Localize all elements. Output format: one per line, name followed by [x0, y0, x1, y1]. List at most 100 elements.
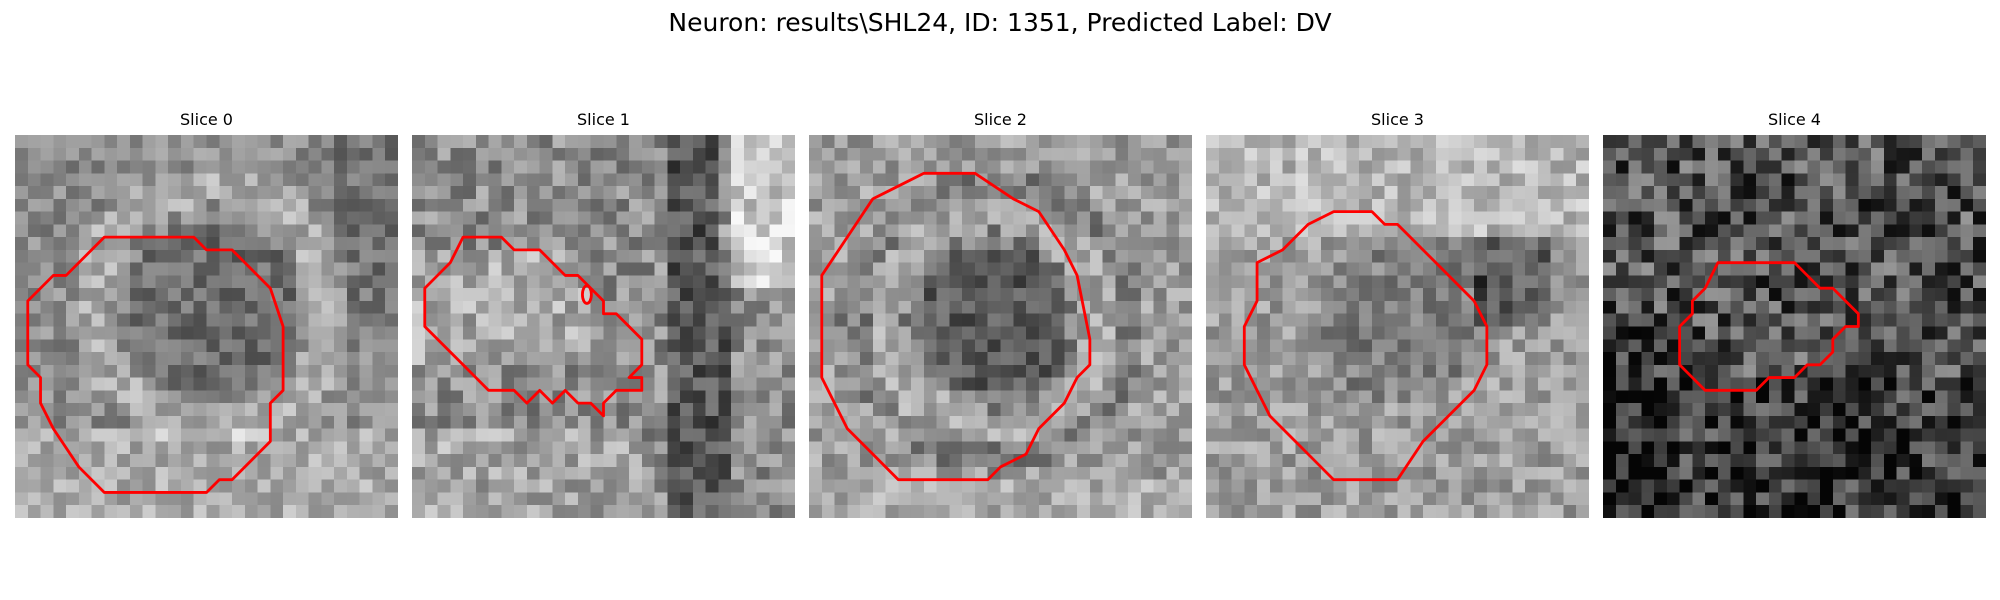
- image-pixel: [1141, 492, 1154, 505]
- image-pixel: [1884, 288, 1897, 301]
- image-pixel: [1525, 365, 1538, 378]
- image-pixel: [1346, 148, 1359, 161]
- image-pixel: [873, 390, 886, 403]
- image-pixel: [181, 429, 194, 442]
- image-pixel: [1705, 492, 1718, 505]
- image-pixel: [1718, 327, 1731, 340]
- image-pixel: [757, 199, 770, 212]
- image-pixel: [219, 212, 232, 225]
- image-pixel: [1449, 416, 1462, 429]
- image-pixel: [1680, 186, 1693, 199]
- image-pixel: [245, 480, 258, 493]
- image-pixel: [1219, 352, 1232, 365]
- image-pixel: [66, 505, 79, 518]
- image-pixel: [1154, 467, 1167, 480]
- image-pixel: [1001, 135, 1014, 148]
- image-pixel: [1115, 173, 1128, 186]
- image-pixel: [1257, 135, 1270, 148]
- image-pixel: [514, 224, 527, 237]
- image-pixel: [385, 212, 398, 225]
- image-pixel: [463, 390, 476, 403]
- image-pixel: [757, 186, 770, 199]
- image-pixel: [924, 454, 937, 467]
- image-pixel: [15, 250, 28, 263]
- image-pixel: [1219, 327, 1232, 340]
- image-pixel: [232, 429, 245, 442]
- image-pixel: [937, 288, 950, 301]
- image-pixel: [1219, 505, 1232, 518]
- image-pixel: [1026, 275, 1039, 288]
- image-pixel: [372, 135, 385, 148]
- image-pixel: [412, 212, 425, 225]
- image-pixel: [1769, 365, 1782, 378]
- image-pixel: [1769, 314, 1782, 327]
- image-pixel: [1846, 224, 1859, 237]
- image-pixel: [1705, 161, 1718, 174]
- image-pixel: [1295, 135, 1308, 148]
- image-pixel: [296, 467, 309, 480]
- image-pixel: [886, 480, 899, 493]
- image-pixel: [1743, 365, 1756, 378]
- image-pixel: [604, 454, 617, 467]
- image-pixel: [1603, 352, 1616, 365]
- image-pixel: [1461, 467, 1474, 480]
- image-pixel: [1219, 378, 1232, 391]
- image-pixel: [296, 416, 309, 429]
- image-pixel: [1359, 467, 1372, 480]
- image-pixel: [1166, 339, 1179, 352]
- image-pixel: [1667, 199, 1680, 212]
- image-pixel: [1948, 454, 1961, 467]
- image-pixel: [1500, 148, 1513, 161]
- image-pixel: [450, 199, 463, 212]
- image-pixel: [1385, 327, 1398, 340]
- image-pixel: [835, 288, 848, 301]
- image-pixel: [1973, 339, 1986, 352]
- image-pixel: [1308, 237, 1321, 250]
- image-pixel: [1629, 378, 1642, 391]
- image-pixel: [1487, 224, 1500, 237]
- image-pixel: [1858, 467, 1871, 480]
- image-pixel: [1858, 135, 1871, 148]
- image-pixel: [489, 212, 502, 225]
- image-pixel: [1410, 492, 1423, 505]
- image-pixel: [1372, 480, 1385, 493]
- image-pixel: [28, 173, 41, 186]
- image-pixel: [642, 186, 655, 199]
- image-pixel: [1846, 441, 1859, 454]
- image-pixel: [642, 161, 655, 174]
- image-pixel: [949, 314, 962, 327]
- image-pixel: [540, 314, 553, 327]
- image-pixel: [1398, 263, 1411, 276]
- image-pixel: [1692, 454, 1705, 467]
- image-pixel: [1141, 429, 1154, 442]
- image-pixel: [1820, 288, 1833, 301]
- image-pixel: [1090, 135, 1103, 148]
- image-pixel: [1474, 441, 1487, 454]
- image-pixel: [438, 327, 451, 340]
- image-pixel: [975, 301, 988, 314]
- image-pixel: [1667, 390, 1680, 403]
- image-pixel: [53, 135, 66, 148]
- image-pixel: [937, 403, 950, 416]
- image-pixel: [385, 492, 398, 505]
- image-pixel: [642, 339, 655, 352]
- image-pixel: [782, 390, 795, 403]
- image-pixel: [1948, 148, 1961, 161]
- image-pixel: [1680, 352, 1693, 365]
- image-pixel: [347, 467, 360, 480]
- image-pixel: [847, 186, 860, 199]
- image-pixel: [385, 288, 398, 301]
- image-pixel: [1064, 403, 1077, 416]
- image-pixel: [1039, 505, 1052, 518]
- image-pixel: [1935, 480, 1948, 493]
- image-pixel: [988, 161, 1001, 174]
- image-pixel: [527, 275, 540, 288]
- image-pixel: [578, 327, 591, 340]
- image-pixel: [718, 173, 731, 186]
- image-pixel: [667, 224, 680, 237]
- image-pixel: [1973, 275, 1986, 288]
- image-pixel: [104, 327, 117, 340]
- image-pixel: [1115, 378, 1128, 391]
- image-pixel: [168, 378, 181, 391]
- image-pixel: [334, 250, 347, 263]
